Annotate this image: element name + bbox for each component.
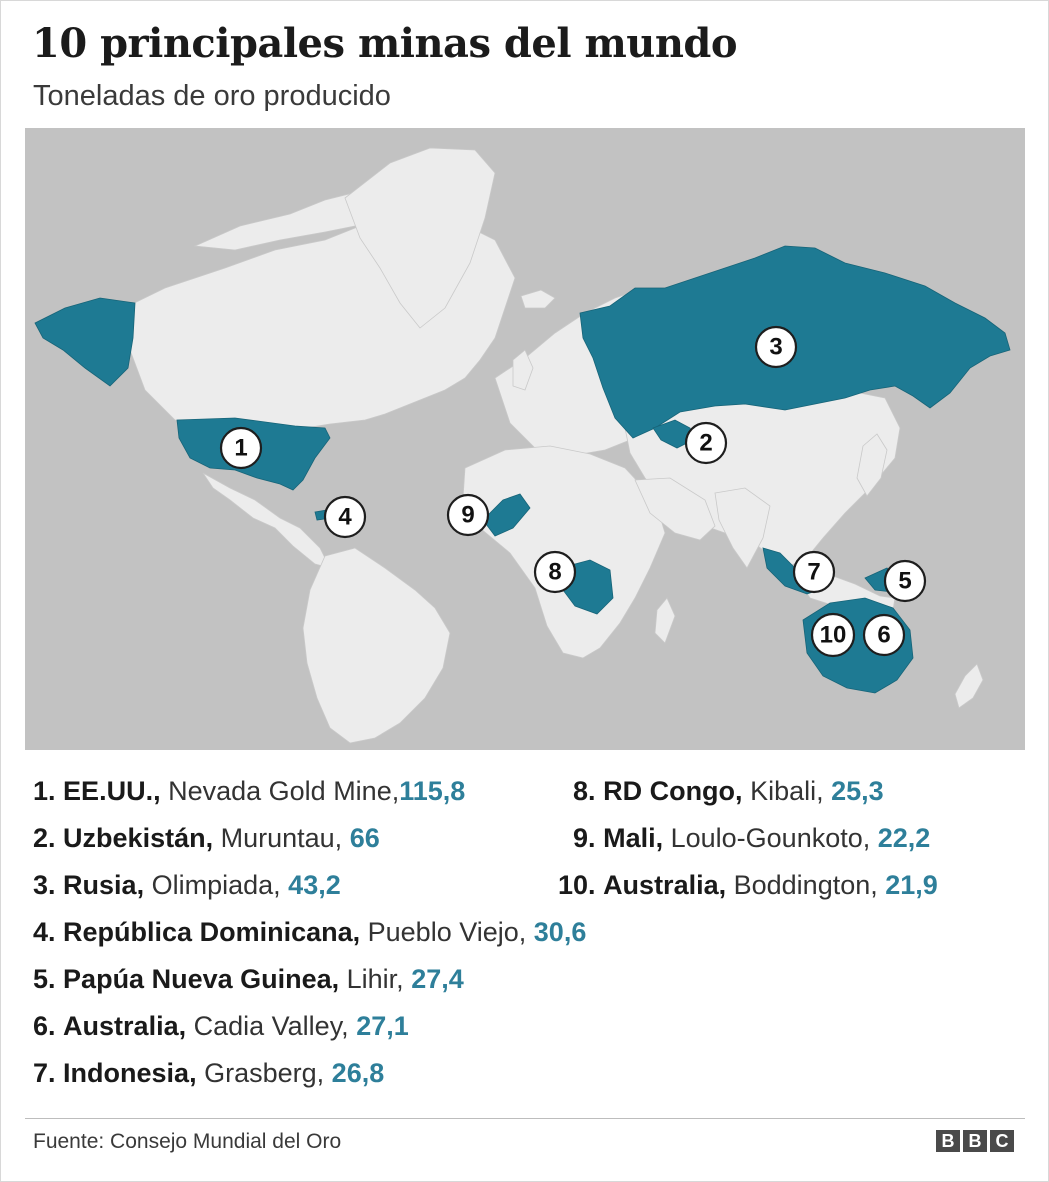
country-usa-alaska [34,297,136,387]
landmass-iceland [520,289,556,309]
landmass-madagascar [654,597,676,644]
country-mali [482,493,531,537]
marker-3: 3 [754,325,798,369]
gold-tonnes: 115,8 [399,776,466,806]
marker-label-7: 7 [807,559,820,586]
mine-markers: 1 2 3 4 5 6 7 8 9 [219,325,927,658]
country-name: Uzbekistán, [63,823,214,853]
rank: 9. [573,823,596,853]
marker-label-2: 2 [699,430,712,457]
marker-1: 1 [219,426,263,470]
marker-label-8: 8 [548,559,561,586]
gold-tonnes: 43,2 [288,870,341,900]
country-name: Rusia, [63,870,145,900]
page-title: 10 principales minas del mundo [32,20,738,67]
landmass-new-zealand [954,663,984,709]
mine-name: Kibali, [750,776,824,806]
rank: 5. [33,964,56,994]
bbc-logo-block: B [963,1130,987,1152]
mines-list-left: 1. EE.UU., Nevada Gold Mine,115,8 2. Uzb… [33,768,586,1097]
mine-name: Nevada Gold Mine, [168,776,400,806]
country-name: Indonesia, [63,1058,197,1088]
mine-name: Grasberg, [204,1058,325,1088]
landmass-uk [512,349,534,391]
rank: 7. [33,1058,56,1088]
marker-label-6: 6 [877,622,890,649]
list-item: 7. Indonesia, Grasberg, 26,8 [33,1050,586,1097]
list-item: 1. EE.UU., Nevada Gold Mine,115,8 [33,768,586,815]
landmass-japan [856,433,888,497]
gold-tonnes: 22,2 [877,823,931,853]
source-credit: Fuente: Consejo Mundial del Oro [33,1130,342,1153]
landmass-south-america [302,547,451,744]
mine-name: Loulo-Gounkoto, [670,823,871,853]
marker-5: 5 [883,559,927,603]
mines-list-right: 8. RD Congo, Kibali, 25,3 9. Mali, Loulo… [558,768,938,909]
rank: 8. [573,776,596,806]
rank: 2. [33,823,56,853]
list-item: 4. República Dominicana, Pueblo Viejo, 3… [33,909,586,956]
marker-label-10: 10 [820,622,847,649]
list-item: 6. Australia, Cadia Valley, 27,1 [33,1003,586,1050]
gold-tonnes: 21,9 [885,870,938,900]
footer-divider [25,1118,1025,1119]
marker-9: 9 [446,493,490,537]
marker-label-3: 3 [769,334,782,361]
mine-name: Boddington, [733,870,878,900]
country-name: Australia, [603,870,727,900]
list-item: 5. Papúa Nueva Guinea, Lihir, 27,4 [33,956,586,1003]
marker-4: 4 [323,495,367,539]
mine-name: Pueblo Viejo, [367,917,527,947]
rank: 10. [558,870,596,900]
rank: 6. [33,1011,56,1041]
marker-label-9: 9 [461,502,474,529]
rank: 4. [33,917,56,947]
mine-name: Cadia Valley, [193,1011,349,1041]
list-item: 10. Australia, Boddington, 21,9 [558,862,938,909]
marker-8: 8 [533,550,577,594]
rank: 3. [33,870,56,900]
list-item: 9. Mali, Loulo-Gounkoto, 22,2 [558,815,938,862]
world-map-svg: 1 2 3 4 5 6 7 8 9 [25,128,1025,750]
marker-6: 6 [862,613,906,657]
marker-label-4: 4 [338,504,352,531]
landmass-greenland [344,147,496,329]
mine-name: Lihir, [346,964,404,994]
gold-tonnes: 26,8 [331,1058,385,1088]
list-item: 8. RD Congo, Kibali, 25,3 [558,768,938,815]
mine-name: Muruntau, [220,823,343,853]
country-name: Mali, [603,823,664,853]
landmass-india [714,487,771,569]
marker-2: 2 [684,421,728,465]
gold-tonnes: 66 [349,823,380,853]
landmass-arabia [634,477,716,541]
gold-tonnes: 27,4 [411,964,464,994]
list-item: 3. Rusia, Olimpiada, 43,2 [33,862,586,909]
country-name: Australia, [63,1011,187,1041]
marker-label-1: 1 [234,435,247,462]
bbc-logo-block: C [990,1130,1014,1152]
gold-tonnes: 25,3 [831,776,884,806]
marker-7: 7 [792,550,836,594]
bbc-logo: B B C [936,1130,1014,1152]
country-name: Papúa Nueva Guinea, [63,964,340,994]
list-item: 2. Uzbekistán, Muruntau, 66 [33,815,586,862]
gold-tonnes: 30,6 [533,917,587,947]
gold-tonnes: 27,1 [356,1011,409,1041]
country-name: EE.UU., [63,776,161,806]
marker-label-5: 5 [898,568,911,595]
rank: 1. [33,776,56,806]
bbc-logo-block: B [936,1130,960,1152]
page-subtitle: Toneladas de oro producido [33,80,391,112]
marker-10: 10 [810,612,856,658]
mine-name: Olimpiada, [151,870,281,900]
world-map: 1 2 3 4 5 6 7 8 9 [25,128,1025,750]
country-name: RD Congo, [603,776,743,806]
country-name: República Dominicana, [63,917,361,947]
